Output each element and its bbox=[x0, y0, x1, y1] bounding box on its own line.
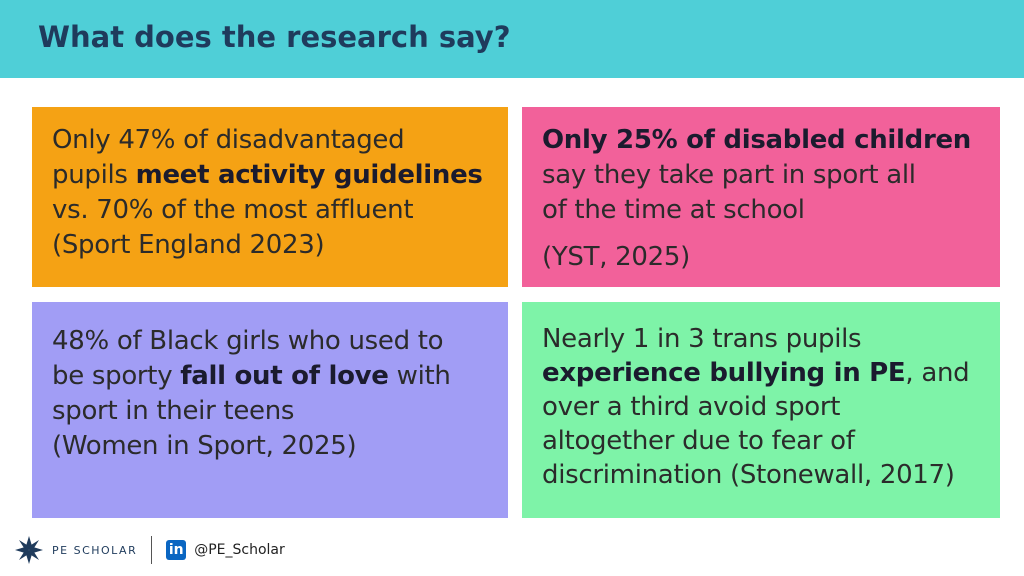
card-line: pupils meet activity guidelines bbox=[52, 158, 508, 193]
text: altogether due to fear of bbox=[542, 426, 855, 456]
text: of the time at school bbox=[542, 195, 805, 225]
linkedin-icon: in bbox=[166, 540, 187, 560]
divider bbox=[151, 536, 153, 564]
card-line: (Sport England 2023) bbox=[52, 228, 508, 263]
text: (Women in Sport, 2025) bbox=[52, 431, 357, 461]
card-line: vs. 70% of the most affluent bbox=[52, 193, 508, 228]
card-line: Only 47% of disadvantaged bbox=[52, 123, 508, 158]
text: discrimination bbox=[542, 460, 723, 490]
bold-text: experience bullying in PE bbox=[542, 358, 906, 388]
text: sport in their teens bbox=[52, 396, 295, 426]
card-line: over a third avoid sport bbox=[542, 390, 1000, 424]
stat-card: Only 47% of disadvantaged pupils meet act… bbox=[32, 107, 508, 287]
text: , and bbox=[905, 358, 970, 388]
card-line: 48% of Black girls who used to bbox=[52, 324, 508, 359]
logo-icon bbox=[15, 536, 43, 564]
bold-text: Only 25% of disabled children bbox=[542, 125, 972, 155]
card-line: (Women in Sport, 2025) bbox=[52, 429, 508, 464]
card-line: say they take part in sport all bbox=[542, 158, 1000, 193]
text: say they take part in sport all bbox=[542, 160, 916, 190]
card-line: sport in their teens bbox=[52, 394, 508, 429]
text: pupils bbox=[52, 160, 136, 190]
stat-card: Only 25% of disabled children say they ta… bbox=[522, 107, 1000, 287]
header-bar: What does the research say? bbox=[0, 0, 1024, 78]
text: be sporty bbox=[52, 361, 181, 391]
stat-card: Nearly 1 in 3 trans pupils experience bul… bbox=[522, 302, 1000, 518]
slide-title: What does the research say? bbox=[38, 20, 511, 54]
bold-text: meet activity guidelines bbox=[135, 160, 483, 190]
card-line: (YST, 2025) bbox=[542, 240, 1000, 275]
stat-card: 48% of Black girls who used to be sporty … bbox=[32, 302, 508, 518]
text: with bbox=[388, 361, 451, 391]
text: vs. 70% of the most affluent bbox=[52, 195, 414, 225]
brand-name: PE SCHOLAR bbox=[52, 543, 138, 557]
text: (Stonewall, 2017) bbox=[722, 460, 955, 490]
bold-text: fall out of love bbox=[180, 361, 389, 391]
text: (Sport England 2023) bbox=[52, 230, 325, 260]
footer: PE SCHOLAR in @PE_Scholar bbox=[14, 532, 285, 568]
card-line: be sporty fall out of love with bbox=[52, 359, 508, 394]
card-line: altogether due to fear of bbox=[542, 424, 1000, 458]
text: (YST, 2025) bbox=[542, 242, 690, 272]
text: over a third avoid sport bbox=[542, 392, 841, 422]
card-line: experience bullying in PE, and bbox=[542, 356, 1000, 390]
card-line: Nearly 1 in 3 trans pupils bbox=[542, 322, 1000, 356]
card-line: discrimination (Stonewall, 2017) bbox=[542, 458, 1000, 492]
text: Nearly 1 in 3 trans pupils bbox=[542, 324, 862, 354]
text: 48% of Black girls who used to bbox=[52, 326, 444, 356]
text: Only 47% of disadvantaged bbox=[52, 125, 405, 155]
card-line: Only 25% of disabled children bbox=[542, 123, 1000, 158]
linkedin-handle: @PE_Scholar bbox=[194, 542, 285, 558]
card-line: of the time at school bbox=[542, 193, 1000, 228]
